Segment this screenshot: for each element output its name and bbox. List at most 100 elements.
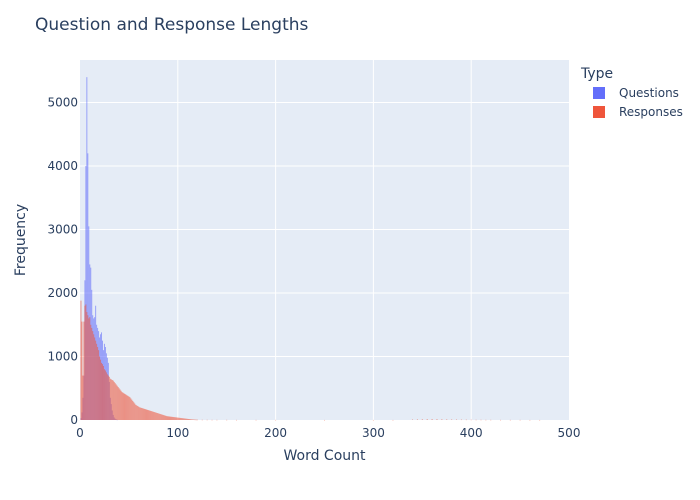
responses-bar xyxy=(102,366,104,420)
responses-bar xyxy=(144,408,146,420)
responses-bar xyxy=(138,406,140,420)
responses-bar xyxy=(140,407,142,420)
responses-bar xyxy=(164,415,166,420)
responses-bar xyxy=(485,419,487,421)
responses-bar xyxy=(184,418,186,420)
responses-bar xyxy=(81,321,83,420)
legend-title: Type xyxy=(580,66,613,82)
responses-bar xyxy=(92,331,94,420)
responses-bar xyxy=(529,419,531,421)
responses-bar xyxy=(113,381,115,420)
responses-bar xyxy=(235,419,237,421)
responses-bar xyxy=(89,317,91,420)
responses-bar xyxy=(163,415,165,420)
responses-bar xyxy=(109,378,111,420)
responses-bar xyxy=(137,406,139,420)
responses-bar xyxy=(465,419,467,421)
responses-bar xyxy=(101,362,103,420)
responses-bar xyxy=(192,419,194,420)
responses-bar xyxy=(154,412,156,420)
responses-bar xyxy=(169,416,171,420)
responses-bar xyxy=(134,403,136,420)
responses-bar xyxy=(193,419,195,421)
responses-bar xyxy=(460,419,462,421)
responses-bar xyxy=(426,419,428,420)
responses-bar xyxy=(372,419,374,421)
responses-bar xyxy=(255,419,257,421)
x-tick-label: 400 xyxy=(460,426,483,440)
responses-bar xyxy=(96,343,98,420)
responses-bar xyxy=(111,380,113,420)
responses-bar xyxy=(114,383,116,420)
responses-bar xyxy=(539,419,541,421)
responses-bar xyxy=(182,418,184,420)
questions-bar xyxy=(85,166,87,420)
responses-bar xyxy=(94,337,96,420)
responses-bar xyxy=(112,380,114,420)
responses-bar xyxy=(141,407,143,420)
legend-label-questions: Questions xyxy=(619,86,679,100)
responses-bar xyxy=(165,415,167,420)
responses-bar xyxy=(85,304,87,420)
responses-bar xyxy=(105,372,107,420)
responses-bar xyxy=(156,413,158,420)
responses-bar xyxy=(168,416,170,420)
responses-bar xyxy=(136,405,138,420)
legend-item-questions[interactable]: Questions xyxy=(593,86,679,100)
responses-bar xyxy=(441,419,443,420)
responses-bar xyxy=(98,350,100,420)
x-axis-ticks: 0 100 200 300 400 500 xyxy=(76,426,580,440)
responses-bar xyxy=(121,392,123,420)
responses-bar xyxy=(187,418,189,420)
responses-bar xyxy=(174,417,176,420)
responses-bar xyxy=(99,356,101,420)
responses-bar xyxy=(170,416,172,420)
legend-swatch-questions xyxy=(593,87,605,99)
y-axis-label: Frequency xyxy=(13,204,29,276)
responses-bar xyxy=(181,418,183,420)
responses-bar xyxy=(183,418,185,420)
responses-bar xyxy=(519,419,521,421)
responses-bar xyxy=(124,393,126,420)
responses-bar xyxy=(171,416,173,420)
responses-bar xyxy=(226,419,228,421)
questions-bar xyxy=(86,77,88,421)
responses-bar xyxy=(166,416,168,420)
responses-bar xyxy=(87,315,89,420)
responses-bar xyxy=(83,321,85,420)
responses-bar xyxy=(191,419,193,420)
responses-bar xyxy=(480,419,482,421)
responses-bar xyxy=(149,410,151,420)
responses-bar xyxy=(175,417,177,420)
responses-bar xyxy=(191,419,192,420)
responses-bar xyxy=(190,419,192,420)
responses-bar xyxy=(97,346,99,420)
responses-bar xyxy=(186,418,188,420)
responses-bar xyxy=(176,417,178,420)
responses-bar xyxy=(93,334,95,420)
responses-bar xyxy=(180,417,182,420)
responses-bar xyxy=(431,419,433,420)
responses-bar xyxy=(475,419,477,421)
responses-bar xyxy=(188,418,190,420)
x-tick-label: 200 xyxy=(264,426,287,440)
responses-bar xyxy=(146,409,147,420)
responses-bar xyxy=(500,419,502,421)
x-tick-label: 300 xyxy=(362,426,385,440)
responses-bar xyxy=(206,419,208,421)
x-tick-label: 100 xyxy=(166,426,189,440)
responses-bar xyxy=(490,419,492,421)
legend-item-responses[interactable]: Responses xyxy=(593,105,683,119)
responses-bar xyxy=(185,418,187,420)
responses-bar xyxy=(119,389,121,420)
responses-bar xyxy=(153,412,155,420)
responses-bar xyxy=(196,419,198,421)
x-tick-label: 0 xyxy=(76,426,84,440)
responses-bar xyxy=(143,408,145,420)
responses-bar xyxy=(509,419,511,421)
responses-bar xyxy=(91,327,93,420)
y-tick-label: 1000 xyxy=(47,350,78,364)
responses-bar xyxy=(142,408,144,420)
y-axis-ticks: 0 1000 2000 3000 4000 5000 xyxy=(47,96,78,427)
